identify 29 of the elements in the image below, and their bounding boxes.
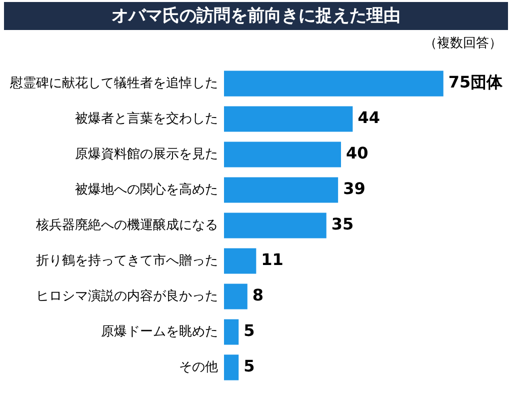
data-label: 44 <box>358 108 380 128</box>
y-tick-label: 慰霊碑に献花して犠牲者を追悼した <box>9 76 218 91</box>
y-tick-label: ヒロシマ演説の内容が良かった <box>36 288 218 304</box>
bar <box>224 142 341 168</box>
y-tick-label: 原爆ドームを眺めた <box>101 324 218 340</box>
bar <box>224 354 239 380</box>
data-label: 5 <box>244 321 255 340</box>
data-label: 75団体 <box>448 72 504 92</box>
data-label: 39 <box>343 179 366 198</box>
y-tick-label: その他 <box>179 360 218 375</box>
bar <box>224 248 256 274</box>
y-tick-label: 核兵器廃絶への機運醸成になる <box>35 216 218 233</box>
data-label: 5 <box>244 356 255 376</box>
chart-title: オバマ氏の訪問を前向きに捉えた理由 <box>4 2 508 30</box>
bar <box>224 319 239 345</box>
y-tick-label: 折り鶴を持ってきて市へ贈った <box>36 253 218 268</box>
chart-subtitle: （複数回答） <box>424 35 502 52</box>
bar <box>224 212 326 238</box>
data-label: 35 <box>331 214 354 234</box>
bar <box>224 177 338 203</box>
y-tick-label: 被爆者と言葉を交わした <box>75 110 218 126</box>
data-label: 11 <box>261 250 284 270</box>
bar <box>224 284 248 310</box>
data-label: 40 <box>346 144 368 163</box>
y-tick-label: 原爆資料館の展示を見た <box>75 146 218 162</box>
bar <box>224 106 353 132</box>
data-label: 8 <box>252 286 264 305</box>
y-tick-label: 被爆地への関心を高めた <box>75 181 218 198</box>
bar <box>224 70 444 96</box>
